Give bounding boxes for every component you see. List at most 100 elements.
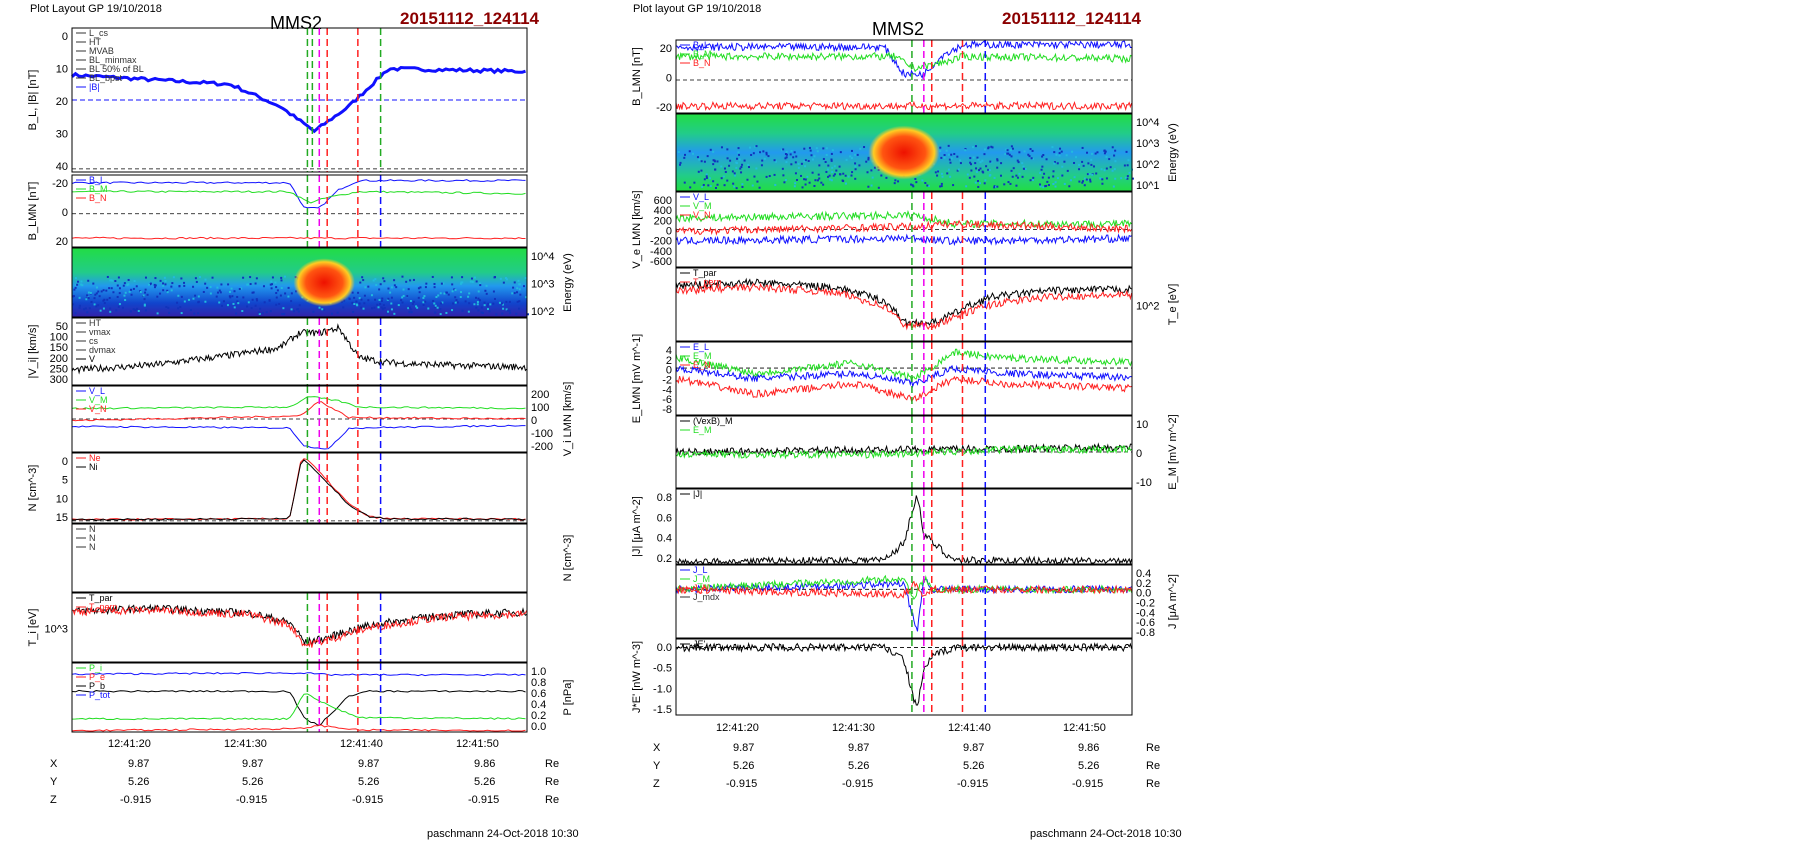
- spectrogram-pixel: [806, 175, 809, 178]
- spectrogram-pixel: [518, 288, 521, 291]
- spectrogram-pixel: [139, 290, 142, 293]
- spectrogram-pixel: [209, 285, 212, 288]
- table-cell: -0.915: [842, 778, 873, 790]
- spectrogram-pixel: [410, 311, 413, 314]
- spectrogram-pixel: [700, 160, 703, 163]
- spectrogram-pixel: [978, 169, 981, 172]
- spectrogram-pixel: [801, 186, 804, 189]
- spectrogram-pixel: [737, 147, 740, 150]
- y-tick-label: 10^3: [531, 279, 555, 291]
- spectrogram-pixel: [741, 183, 744, 186]
- spectrogram-pixel: [363, 294, 366, 297]
- y-tick-label: 0.6: [657, 512, 672, 524]
- spectrogram-pixel: [1114, 160, 1117, 163]
- spectrogram-pixel: [130, 293, 133, 296]
- legend-entry: B_N: [693, 58, 711, 68]
- spectrogram-pixel: [991, 146, 994, 149]
- spectrogram-pixel: [759, 151, 762, 154]
- spectrogram-pixel: [412, 278, 415, 281]
- spectrogram-pixel: [395, 286, 398, 289]
- table-cell: 5.26: [474, 776, 495, 788]
- table-cell: -0.915: [352, 794, 383, 806]
- spectrogram-pixel: [156, 312, 159, 315]
- spectrogram-pixel: [831, 171, 834, 174]
- spectrogram-pixel: [1061, 174, 1064, 177]
- spectrogram-pixel: [1027, 153, 1030, 156]
- y-tick-label: -4: [662, 384, 672, 396]
- spectrogram-pixel: [723, 184, 726, 187]
- table-row-label: Y: [50, 776, 58, 788]
- spectrogram-pixel: [747, 163, 750, 166]
- spectrogram-pixel: [164, 279, 167, 282]
- panel-frame: [71, 385, 528, 453]
- spectrogram-pixel: [425, 282, 428, 285]
- y-tick-label: 600: [654, 195, 672, 207]
- spectrogram-pixel: [268, 299, 271, 302]
- spectrogram-pixel: [950, 157, 953, 160]
- spectrogram-pixel: [103, 302, 106, 305]
- spectrogram-pixel: [943, 154, 946, 157]
- spectrogram-pixel: [237, 302, 240, 305]
- y-axis-label: Energy (eV): [562, 253, 574, 312]
- y-axis-label: B_LMN [nT]: [631, 47, 643, 106]
- spectrogram-pixel: [275, 292, 278, 295]
- spectrogram-pixel: [1101, 182, 1104, 185]
- spectrogram-pixel: [412, 300, 415, 303]
- spectrogram-pixel: [1040, 168, 1043, 171]
- legend-entry: P_tot: [89, 690, 111, 700]
- spectrogram-pixel: [261, 312, 264, 315]
- spectrogram-pixel: [751, 184, 754, 187]
- spectrogram-pixel: [206, 286, 209, 289]
- spectrogram-pixel: [851, 171, 854, 174]
- panel-frame: [71, 247, 528, 318]
- spectrogram-pixel: [422, 296, 425, 299]
- spectrogram-pixel: [817, 173, 820, 176]
- spectrogram-pixel: [1078, 163, 1081, 166]
- spectrogram-pixel: [712, 180, 715, 183]
- spectrogram-pixel: [431, 275, 434, 278]
- y-tick-label: 10^3: [1136, 138, 1160, 150]
- spectrogram-pixel: [476, 301, 479, 304]
- spectrogram-pixel: [92, 282, 95, 285]
- spectrogram-pixel: [121, 306, 124, 309]
- spectrogram-pixel: [177, 307, 180, 310]
- spectrogram-pixel: [813, 155, 816, 158]
- spectrogram-pixel: [73, 288, 76, 291]
- spectrogram-pixel: [271, 276, 274, 279]
- spectrogram-pixel: [360, 298, 363, 301]
- spectrogram-pixel: [470, 277, 473, 280]
- spectrogram-pixel: [461, 309, 464, 312]
- table-cell: 5.26: [1078, 760, 1099, 772]
- spectrogram-pixel: [867, 158, 870, 161]
- spectrogram-pixel: [159, 292, 162, 295]
- spectrogram-pixel: [280, 287, 283, 290]
- y-tick-label: 10^4: [1136, 117, 1160, 129]
- spectrogram-pixel: [454, 296, 457, 299]
- series-line: [675, 233, 1132, 247]
- spectrogram-pixel: [1082, 164, 1085, 167]
- spectrogram-pixel: [969, 161, 972, 164]
- spectrogram-pixel: [734, 174, 737, 177]
- spectrogram-pixel: [914, 177, 917, 180]
- spectrogram-pixel: [934, 171, 937, 174]
- panel-frame: [675, 267, 1133, 342]
- legend-entry: B_L: [89, 175, 105, 185]
- spectrogram-pixel: [833, 173, 836, 176]
- spectrogram-pixel: [1051, 146, 1054, 149]
- panel-frame: [71, 592, 528, 663]
- spectrogram-pixel: [1007, 152, 1010, 155]
- y-tick-label: 200: [531, 389, 549, 401]
- spectrogram-pixel: [984, 148, 987, 151]
- spectrogram-pixel: [839, 173, 842, 176]
- spectrogram-pixel: [782, 148, 785, 151]
- spectrogram-pixel: [433, 302, 436, 305]
- spectrogram-pixel: [1016, 176, 1019, 179]
- spectrogram-pixel: [760, 164, 763, 167]
- spectrogram-pixel: [143, 298, 146, 301]
- spectrogram-pixel: [419, 286, 422, 289]
- y-tick-label: 30: [56, 129, 68, 141]
- y-tick-label: 0: [62, 207, 68, 219]
- spectrogram-pixel: [854, 162, 857, 165]
- spectrogram-pixel: [417, 296, 420, 299]
- spectrogram-pixel: [416, 306, 419, 309]
